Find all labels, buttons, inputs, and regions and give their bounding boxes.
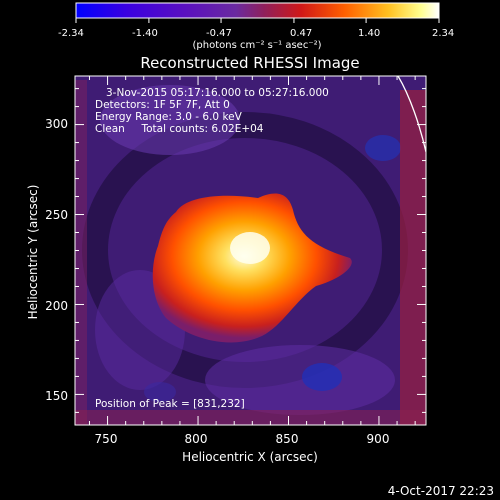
colorbar-ticks (75, 18, 440, 23)
x-tick-label: 750 (95, 432, 118, 446)
flare-source (152, 193, 352, 343)
blue-spot (302, 363, 342, 391)
colorbar-unit-label: (photons cm⁻² s⁻¹ asec⁻²) (192, 40, 321, 51)
info-detectors: Detectors: 1F 5F 7F, Att 0 (95, 99, 230, 111)
y-axis-label: Heliocentric Y (arcsec) (26, 185, 40, 320)
x-tick-label: 900 (367, 432, 390, 446)
lavender-patch (100, 85, 240, 155)
info-clean-counts: Clean Total counts: 6.02E+04 (95, 123, 264, 135)
lavender-patch (205, 345, 395, 415)
red-edge-bottom (75, 410, 426, 425)
blue-spot (365, 135, 401, 161)
generation-date: 4-Oct-2017 22:23 (388, 484, 494, 498)
info-time-range: 3-Nov-2015 05:17:16.000 to 05:27:16.000 (106, 87, 329, 99)
colorbar-tick-label: -0.47 (206, 28, 232, 39)
solar-limb (397, 76, 426, 153)
colorbar: -2.34 -1.40 -0.47 0.47 1.40 2.34 (photon… (58, 2, 454, 51)
y-tick-label: 200 (45, 299, 68, 313)
red-edge-left (75, 80, 87, 425)
info-energy-range: Energy Range: 3.0 - 6.0 keV (95, 111, 243, 123)
colorbar-tick-label: 0.47 (290, 28, 312, 39)
flare-core (230, 232, 270, 264)
axis-ticks (75, 76, 426, 425)
y-tick-label: 300 (45, 117, 68, 131)
colorbar-gradient (75, 2, 440, 19)
colorbar-tick-label: -1.40 (132, 28, 158, 39)
x-tick-label: 800 (185, 432, 208, 446)
peak-position-label: Position of Peak = [831,232] (95, 398, 245, 410)
colorbar-tick-label: -2.34 (58, 28, 84, 39)
y-tick-label: 150 (45, 389, 68, 403)
red-edge-right (400, 90, 426, 425)
y-tick-label: 250 (45, 208, 68, 222)
x-axis-label: Heliocentric X (arcsec) (182, 450, 318, 464)
observation-info: 3-Nov-2015 05:17:16.000 to 05:27:16.000 … (95, 87, 329, 410)
colorbar-tick-label: 2.34 (432, 28, 454, 39)
plot-title: Reconstructed RHESSI Image (140, 54, 359, 72)
colorbar-tick-label: 1.40 (358, 28, 380, 39)
blue-spot (144, 382, 176, 402)
x-tick-label: 850 (276, 432, 299, 446)
rhessi-image (75, 76, 426, 425)
